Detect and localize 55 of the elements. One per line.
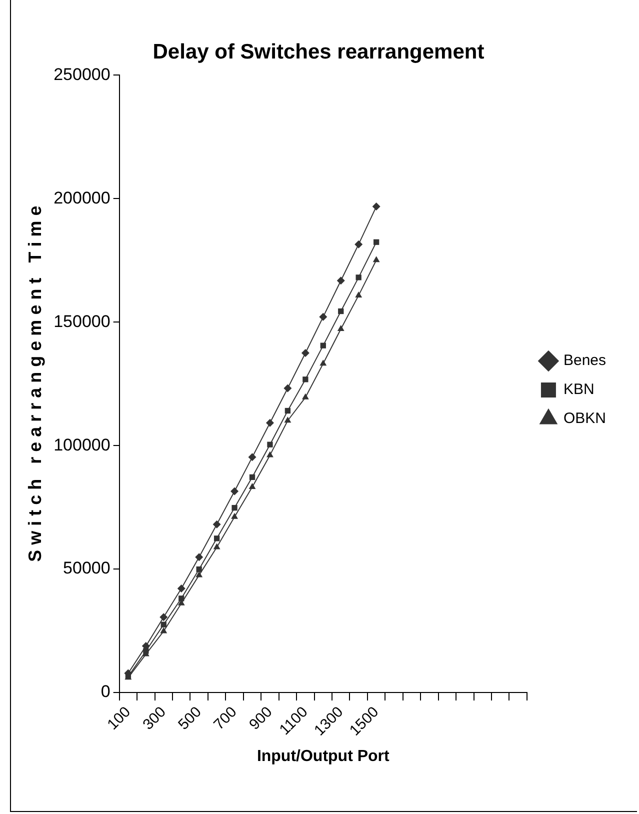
point xyxy=(356,274,362,280)
y-tick-label: 100000 xyxy=(54,435,110,454)
point xyxy=(320,360,327,366)
y-axis-title: S w i t c h r e a r r a n g e m e n t T i m e xyxy=(24,206,45,562)
x-tick-label: 300 xyxy=(140,704,170,734)
point xyxy=(196,566,202,572)
point xyxy=(336,276,345,285)
point xyxy=(302,376,308,382)
point xyxy=(302,393,309,400)
point xyxy=(232,504,238,511)
point xyxy=(231,512,238,519)
point xyxy=(248,483,256,490)
point xyxy=(267,442,273,448)
legend-label: OBKN xyxy=(563,410,606,428)
point xyxy=(338,308,344,314)
x-axis-title: Input/Output Port xyxy=(256,748,390,765)
point xyxy=(178,596,184,602)
y-tick-label: 200000 xyxy=(54,188,110,208)
x-tick-label: 100 xyxy=(104,704,134,734)
point xyxy=(354,240,363,248)
x-tick-label: 500 xyxy=(175,704,205,734)
point xyxy=(319,312,328,321)
point xyxy=(284,416,292,423)
point xyxy=(284,384,292,392)
point xyxy=(160,613,168,622)
legend-label: Benes xyxy=(563,352,606,370)
point xyxy=(160,622,166,628)
point xyxy=(248,453,256,462)
point xyxy=(177,584,186,593)
x-tick-label: 900 xyxy=(246,704,276,734)
point xyxy=(301,348,310,357)
y-tick-label: 50000 xyxy=(63,558,110,578)
point xyxy=(266,418,274,427)
point xyxy=(214,536,220,542)
point xyxy=(372,202,380,211)
point xyxy=(320,342,326,348)
point xyxy=(212,520,221,528)
x-tick-label: 700 xyxy=(210,704,240,734)
point xyxy=(249,474,256,480)
point xyxy=(372,256,380,262)
y-tick-label: 150000 xyxy=(54,312,110,331)
y-tick-label: 250000 xyxy=(54,64,110,84)
point xyxy=(230,487,239,496)
y-tick-label: 0 xyxy=(100,682,110,702)
point xyxy=(196,571,203,578)
point xyxy=(195,553,204,562)
legend-label: KBN xyxy=(563,381,594,398)
chart-title: Delay of Switches rearrangement xyxy=(152,40,484,64)
point xyxy=(213,543,220,550)
point xyxy=(266,451,274,458)
point xyxy=(373,239,380,245)
point xyxy=(284,408,291,414)
point xyxy=(355,291,362,298)
point xyxy=(337,325,344,332)
point xyxy=(160,627,168,634)
